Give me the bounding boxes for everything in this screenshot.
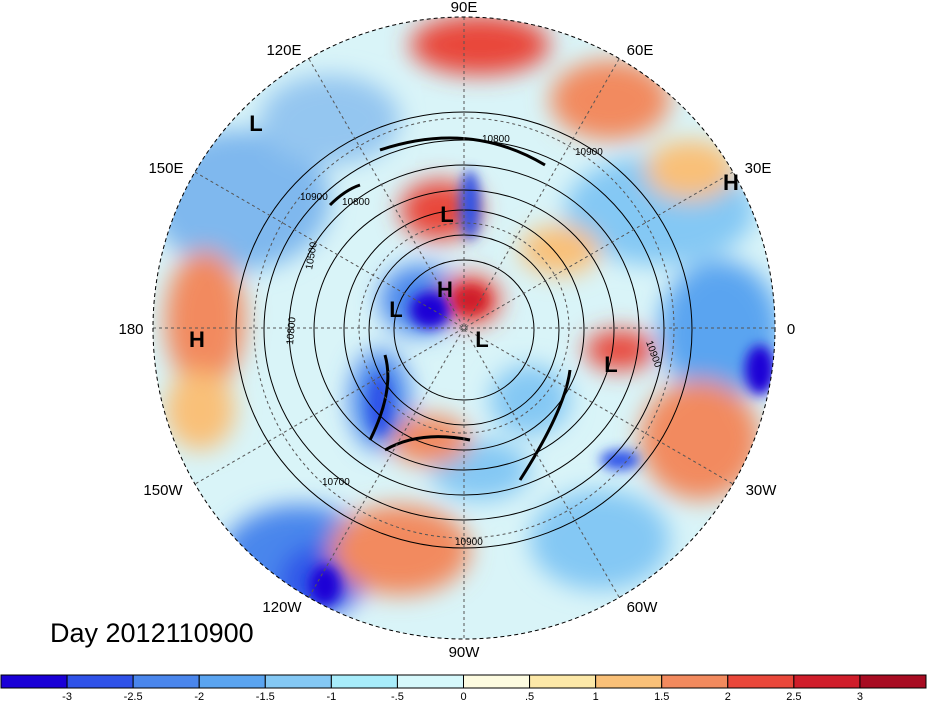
contour-value-labels: 10800 10900 10900 10800 10500 10800 1090… [285,134,663,548]
colorbar-swatch [595,674,663,689]
high-center: H [189,327,205,352]
low-center: L [475,327,488,352]
lon-label-180: 180 [118,321,143,338]
colorbar: -3 -2.5 -2 -1.5 -1 -.5 0 .5 1 1.5 2 2.5 3 [0,674,927,702]
lon-label-120w: 120W [262,599,302,616]
colorbar-swatch [0,674,68,689]
pressure-centers: L H H L H L L L [189,111,739,377]
colorbar-swatch [793,674,861,689]
colorbar-tick-label: 1.5 [654,691,669,702]
colorbar-tick-label: -1 [326,691,336,702]
high-center: H [437,277,453,302]
low-center: L [249,111,262,136]
longitude-labels: 90E 60E 30E 0 30W 60W 90W 120W 150W 180 … [118,0,795,661]
map-disc [153,17,775,639]
colorbar-tick-label: 0 [460,691,466,702]
lon-label-60e: 60E [627,42,654,59]
low-center: L [604,352,617,377]
colorbar-swatch [66,674,134,689]
lon-label-60w: 60W [627,599,659,616]
colorbar-swatch [132,674,200,689]
contour-label: 10800 [285,316,298,345]
colorbar-tick-label: -.5 [391,691,404,702]
colorbar-swatch [529,674,597,689]
graticule [153,17,775,639]
lon-label-150w: 150W [143,482,183,499]
colorbar-swatch [463,674,531,689]
lon-label-90e: 90E [451,0,478,16]
lon-label-30e: 30E [745,160,772,177]
lon-label-120e: 120E [266,42,301,59]
colorbar-tick-label: 3 [857,691,863,702]
contour-label: 10900 [300,192,328,203]
lon-label-150e: 150E [148,160,183,177]
colorbar-tick-label: -1.5 [256,691,275,702]
colorbar-swatch [264,674,332,689]
colorbar-swatch [330,674,398,689]
colorbar-swatch [859,674,927,689]
anomaly-shading [153,17,775,615]
map-boundary [152,16,776,640]
day-label: Day 2012110900 [50,618,254,648]
colorbar-swatch [727,674,795,689]
colorbar-tick-label: 2.5 [786,691,801,702]
low-center: L [389,297,402,322]
jet-contours [328,136,572,481]
high-center: H [723,170,739,195]
contour-label: 10700 [322,477,350,488]
low-center: L [440,202,453,227]
colorbar-tick-label: 1 [593,691,599,702]
colorbar-tick-label: .5 [525,691,534,702]
colorbar-swatch [198,674,266,689]
contour-label: 10900 [455,537,483,548]
contour-label: 10800 [482,134,510,145]
colorbar-tick-label: 2 [725,691,731,702]
lon-label-30w: 30W [746,482,778,499]
colorbar-tick-label: -2 [194,691,204,702]
colorbar-tick-label: -3 [62,691,72,702]
contour-label: 10900 [575,147,603,158]
colorbar-swatch [661,674,729,689]
contour-label: 10500 [304,241,320,271]
lon-label-90w: 90W [449,644,481,661]
contour-label: 10800 [342,197,370,208]
colorbar-swatch [396,674,464,689]
lon-label-0: 0 [787,321,795,338]
colorbar-tick-label: -2.5 [124,691,143,702]
